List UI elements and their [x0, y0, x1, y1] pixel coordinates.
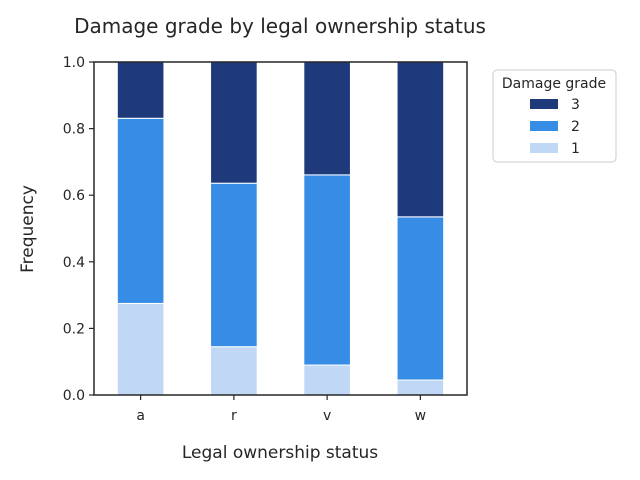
bar-r-grade-2	[210, 182, 258, 348]
bar-v-grade-3	[303, 61, 351, 176]
bar-v-grade-2	[303, 174, 351, 366]
y-tick-label: 0.8	[63, 122, 85, 138]
x-tick-label-v: v	[323, 408, 331, 424]
y-axis: 0.0 0.2 0.4 0.6 0.8 1.0	[63, 55, 94, 404]
y-tick-label: 0.0	[63, 388, 85, 404]
bar-w-grade-1	[396, 379, 445, 396]
bar-r-grade-1	[210, 346, 258, 396]
legend-title: Damage grade	[502, 76, 606, 92]
legend-box	[492, 69, 617, 163]
y-tick-label: 0.4	[63, 255, 85, 271]
bar-r-grade-3	[210, 61, 258, 184]
x-axis-label: Legal ownership status	[182, 443, 378, 463]
x-tick-label-r: r	[231, 408, 237, 424]
plot-frame	[93, 61, 468, 396]
chart-title: Damage grade by legal ownership status	[74, 14, 486, 38]
legend-swatch-grade-2	[530, 121, 558, 131]
bars-group	[116, 61, 445, 396]
y-tick-label: 0.6	[63, 188, 85, 204]
bar-a-grade-3	[116, 61, 165, 119]
y-tick-label: 1.0	[63, 55, 85, 71]
bar-a-grade-1	[116, 302, 165, 396]
y-axis-label: Frequency	[18, 185, 38, 273]
y-tick-label: 0.2	[63, 321, 85, 337]
legend-swatch-grade-3	[530, 99, 558, 109]
bar-w-grade-2	[396, 216, 445, 381]
legend-items: 3 2 1	[530, 97, 580, 157]
x-tick-label-w: w	[415, 408, 426, 424]
legend-label-grade-2: 2	[571, 119, 580, 135]
bar-w-grade-3	[396, 61, 445, 218]
legend-swatch-grade-1	[530, 143, 558, 153]
legend-label-grade-3: 3	[571, 97, 580, 113]
x-tick-label-a: a	[136, 408, 145, 424]
bar-v-grade-1	[303, 364, 351, 396]
legend: Damage grade 3 2 1	[492, 69, 617, 163]
legend-label-grade-1: 1	[571, 141, 580, 157]
bar-a-grade-2	[116, 117, 165, 304]
